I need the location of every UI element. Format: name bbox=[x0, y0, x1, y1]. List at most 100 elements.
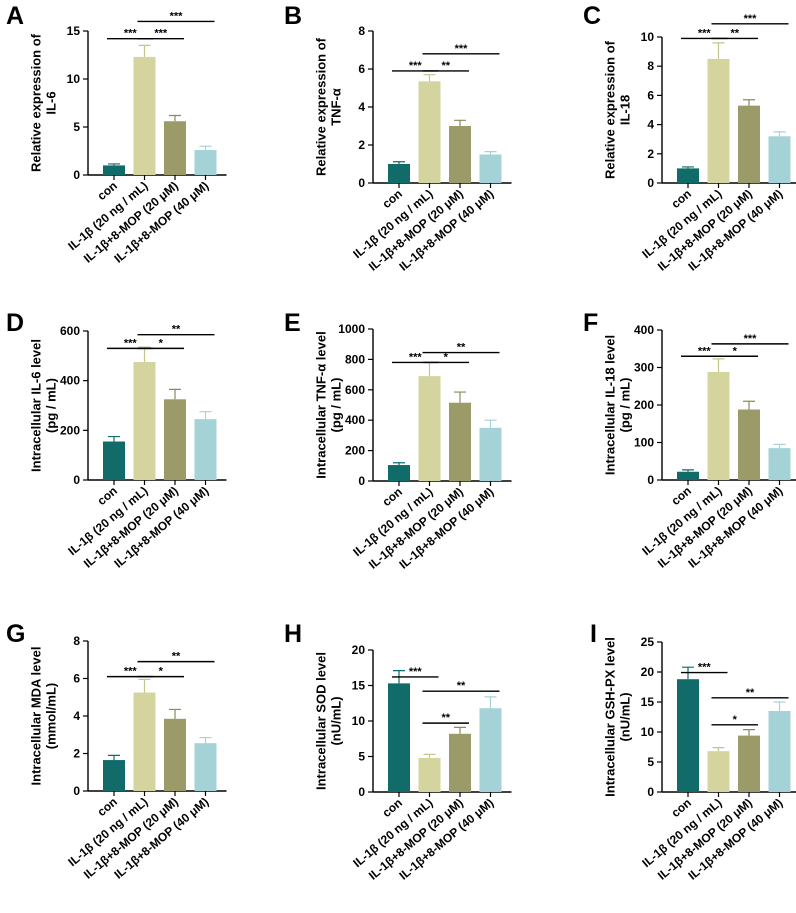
significance-label: *** bbox=[124, 337, 138, 349]
y-axis-label-line: (nU/mL) bbox=[618, 692, 633, 741]
y-tick-label: 4 bbox=[358, 100, 365, 114]
error-bar-c-1 bbox=[712, 42, 725, 59]
significance-label: *** bbox=[409, 351, 423, 363]
y-axis-label-line: (pg / mL) bbox=[44, 378, 59, 433]
y-tick-label: 10 bbox=[641, 30, 655, 44]
bar-h-3 bbox=[479, 708, 502, 792]
error-bar-e-3 bbox=[484, 419, 497, 428]
y-tick-label: 4 bbox=[73, 709, 80, 723]
bar-c-2 bbox=[738, 105, 760, 183]
y-tick-label: 100 bbox=[634, 436, 654, 450]
significance-label: * bbox=[159, 666, 164, 678]
y-tick-label: 200 bbox=[60, 423, 80, 437]
bar-b-3 bbox=[479, 154, 502, 183]
bar-f-2 bbox=[738, 409, 760, 480]
y-tick-label: 20 bbox=[641, 665, 655, 679]
bar-a-2 bbox=[164, 121, 186, 175]
significance-label: *** bbox=[698, 345, 712, 357]
y-axis-label-line: IL-18 bbox=[618, 95, 633, 125]
y-tick-label: 6 bbox=[358, 62, 365, 76]
error-bar-a-3 bbox=[199, 145, 212, 151]
y-tick-label: 10 bbox=[641, 725, 655, 739]
error-bar-d-0 bbox=[108, 435, 120, 442]
y-axis-label-line: (pg / mL) bbox=[329, 378, 344, 433]
y-tick-label: 0 bbox=[647, 785, 654, 799]
error-bar-c-2 bbox=[743, 99, 755, 106]
error-bar-a-0 bbox=[108, 163, 120, 166]
y-tick-label: 400 bbox=[345, 413, 365, 427]
significance-label: * bbox=[444, 351, 449, 363]
significance-label: *** bbox=[744, 13, 758, 25]
error-bar-i-1 bbox=[712, 747, 725, 752]
bar-e-1 bbox=[418, 376, 441, 481]
y-axis-label-line: Relative expression of bbox=[314, 37, 329, 176]
panel-letter-c: C bbox=[583, 2, 601, 30]
bar-b-2 bbox=[449, 126, 471, 183]
y-tick-label: 200 bbox=[345, 444, 365, 458]
bar-i-3 bbox=[768, 711, 791, 792]
error-bar-b-0 bbox=[393, 161, 405, 164]
significance-label: *** bbox=[154, 28, 168, 40]
bar-d-3 bbox=[194, 419, 217, 480]
error-bar-e-2 bbox=[454, 391, 466, 403]
error-bar-a-1 bbox=[138, 44, 151, 57]
y-tick-label: 15 bbox=[352, 679, 366, 693]
error-bar-h-3 bbox=[484, 696, 497, 709]
y-tick-label: 8 bbox=[358, 24, 365, 38]
y-axis-label-b: Relative expression ofTNF-α bbox=[314, 37, 344, 176]
y-tick-label: 20 bbox=[352, 643, 366, 657]
bar-c-3 bbox=[768, 136, 791, 183]
bar-h-2 bbox=[449, 733, 471, 792]
error-bar-e-0 bbox=[393, 462, 405, 466]
y-tick-label: 2 bbox=[73, 747, 80, 761]
y-axis-label-line: Intracellular IL-18 level bbox=[603, 335, 618, 475]
error-bar-c-0 bbox=[682, 166, 694, 169]
bar-h-1 bbox=[418, 757, 441, 792]
y-tick-label: 0 bbox=[73, 473, 80, 487]
panel-letter-d: D bbox=[6, 309, 24, 337]
y-tick-label: 200 bbox=[634, 398, 654, 412]
error-bar-f-1 bbox=[712, 358, 725, 372]
error-bar-c-3 bbox=[773, 131, 786, 137]
y-axis-label-e: Intracellular TNF-α level(pg / mL) bbox=[314, 331, 344, 478]
bar-d-0 bbox=[103, 441, 125, 480]
significance-label: ** bbox=[457, 680, 466, 692]
bar-a-0 bbox=[103, 165, 125, 175]
y-axis-label-i: Intracellular GSH-PX level(nU/mL) bbox=[603, 637, 633, 797]
y-axis-label-line: (pg / mL) bbox=[618, 378, 633, 433]
bar-g-2 bbox=[164, 718, 186, 791]
bar-e-3 bbox=[479, 427, 502, 481]
y-tick-label: 400 bbox=[60, 374, 80, 388]
y-tick-label: 5 bbox=[358, 750, 365, 764]
bar-a-3 bbox=[194, 150, 217, 175]
panel-letter-h: H bbox=[284, 620, 302, 648]
y-tick-label: 15 bbox=[641, 695, 655, 709]
error-bar-h-2 bbox=[454, 726, 466, 734]
significance-label: *** bbox=[124, 666, 138, 678]
panel-letter-g: G bbox=[6, 620, 25, 648]
bar-b-0 bbox=[388, 164, 410, 183]
y-tick-label: 10 bbox=[67, 72, 81, 86]
error-bar-i-3 bbox=[773, 701, 786, 711]
error-bar-g-2 bbox=[169, 708, 181, 719]
bar-g-1 bbox=[133, 692, 156, 791]
significance-label: ** bbox=[730, 27, 739, 39]
error-bar-d-2 bbox=[169, 388, 181, 400]
y-tick-label: 300 bbox=[634, 361, 654, 375]
significance-label: * bbox=[159, 337, 164, 349]
panel-e: E Intracellular TNF-α level(pg / mL) 0 200 4… bbox=[284, 309, 512, 572]
y-axis-label-line: Intracellular MDA level bbox=[29, 647, 44, 786]
y-tick-label: 6 bbox=[73, 672, 80, 686]
bar-i-0 bbox=[677, 679, 699, 792]
bar-g-3 bbox=[194, 743, 217, 791]
y-axis-label-c: Relative expression ofIL-18 bbox=[603, 40, 633, 179]
y-tick-label: 600 bbox=[345, 383, 365, 397]
bar-f-3 bbox=[768, 448, 791, 480]
panel-letter-e: E bbox=[284, 309, 301, 337]
y-tick-label: 0 bbox=[73, 168, 80, 182]
error-bar-g-3 bbox=[199, 736, 212, 744]
